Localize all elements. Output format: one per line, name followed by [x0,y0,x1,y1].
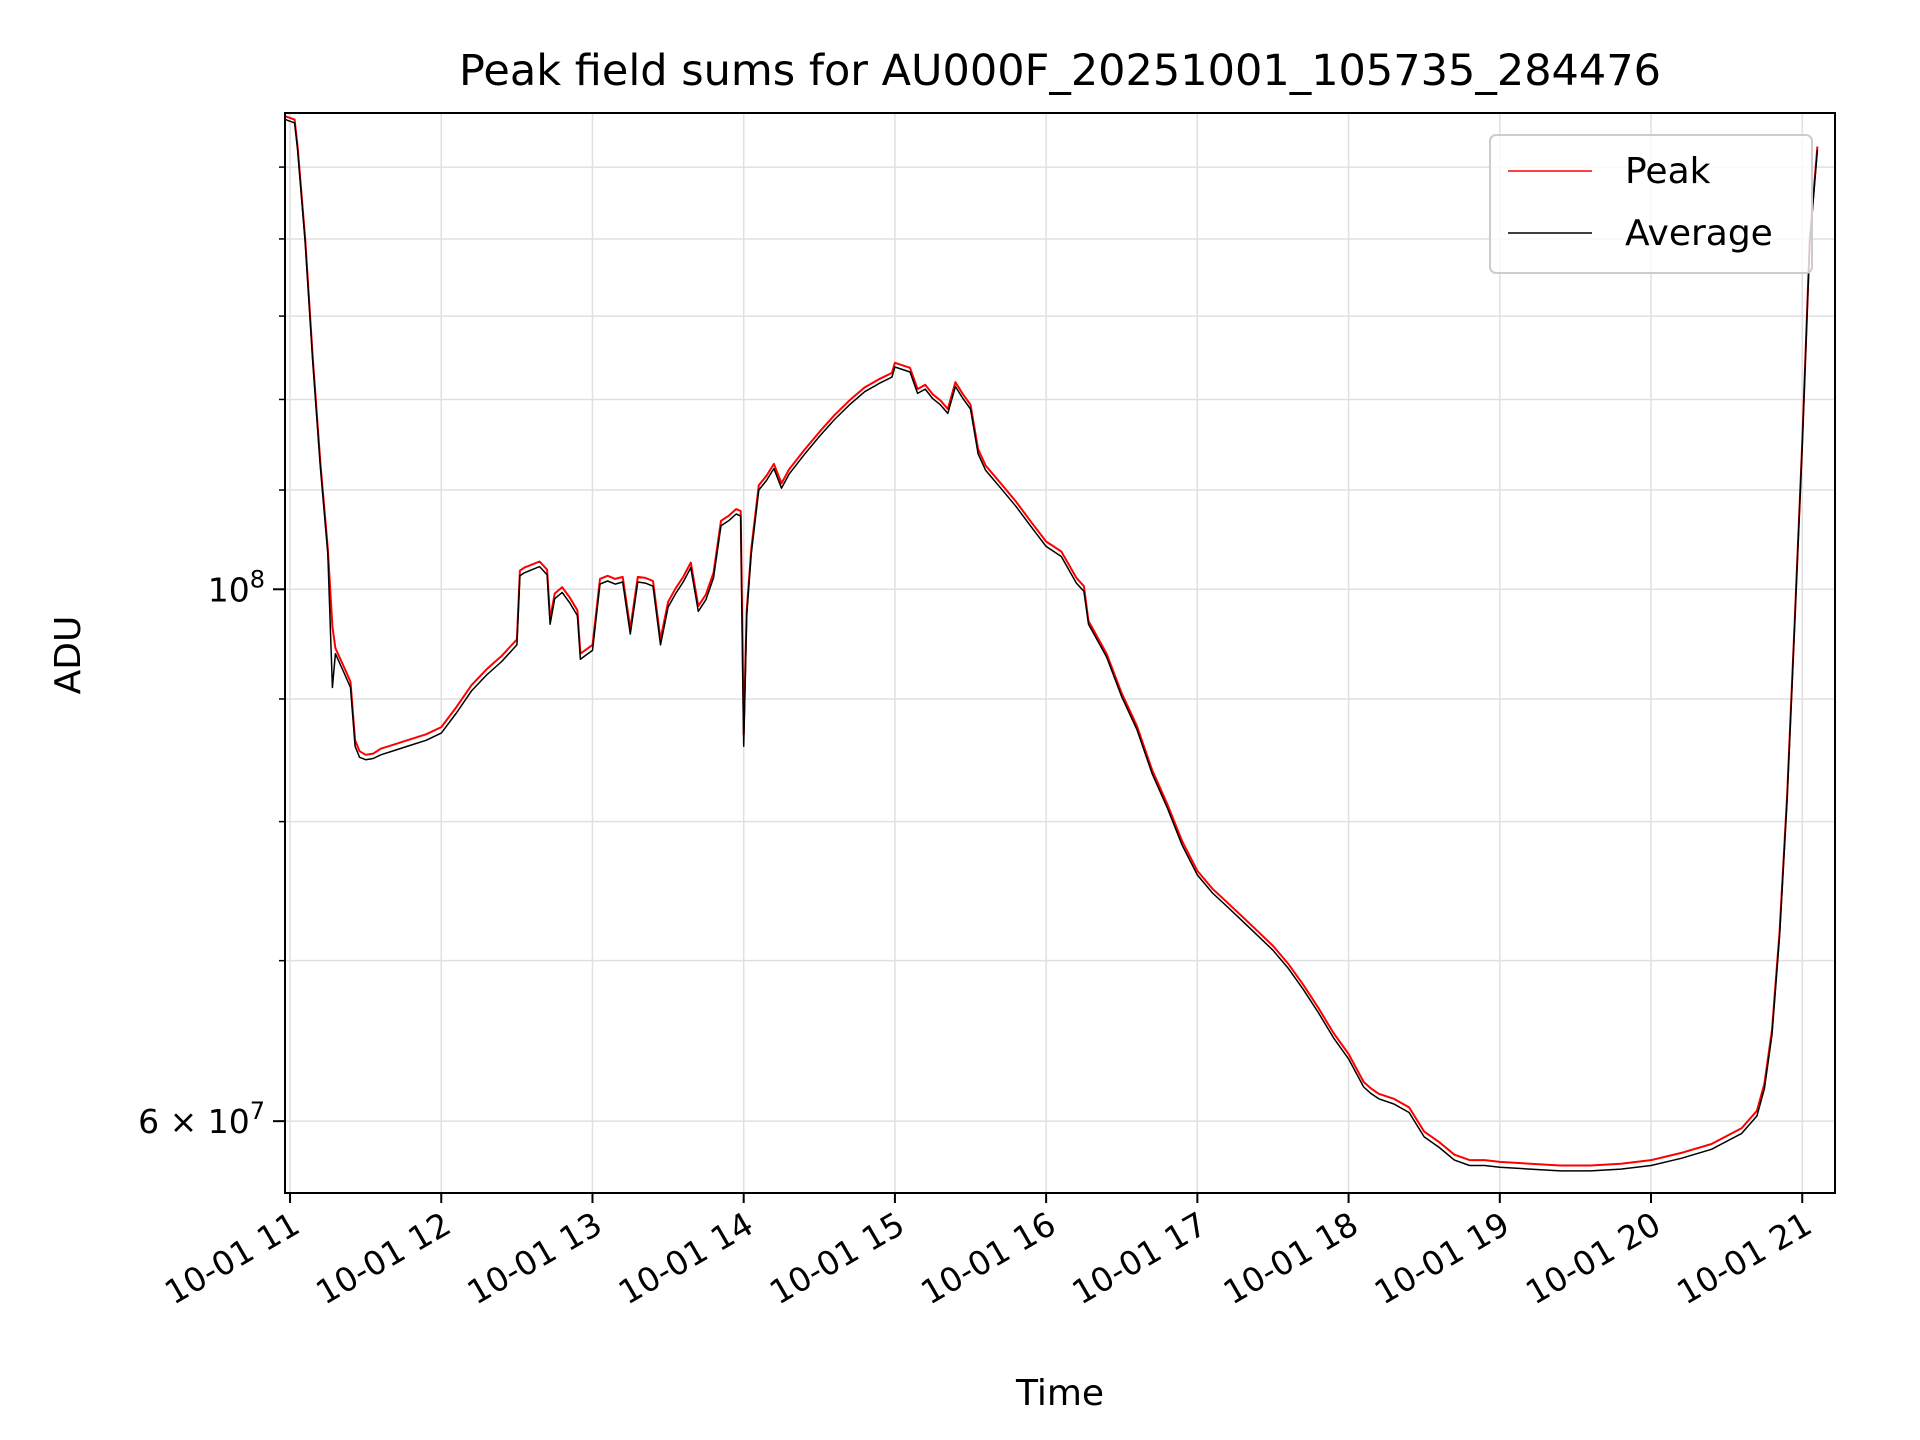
y-tick-label: 6 × 107 [138,1097,265,1141]
chart-title: Peak field sums for AU000F_20251001_1057… [459,46,1661,96]
series-layer [285,115,1819,1172]
legend-label-peak: Peak [1625,151,1711,192]
y-tick-label: 108 [208,565,265,609]
legend-box [1489,134,1813,274]
legend-label-average: Average [1625,213,1773,254]
x-axis-label: Time [1015,1373,1104,1414]
y-axis-label: ADU [48,616,89,695]
series-line-average [285,118,1819,1172]
legend: Peak Average [1489,134,1813,274]
y-axis: 108 6 × 107 [138,166,285,1141]
plot-frame [284,112,1836,1194]
series-line-peak [285,115,1819,1167]
